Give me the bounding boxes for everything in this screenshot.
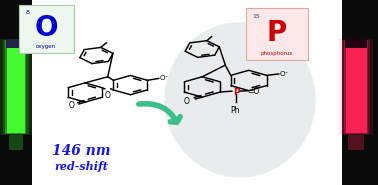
Text: O: O [183,97,189,106]
Bar [345,39,367,48]
Bar [342,40,370,134]
Text: 146 nm: 146 nm [52,144,110,158]
Text: O⁻: O⁻ [280,70,289,77]
Text: red-shift: red-shift [54,161,108,172]
Text: O: O [34,14,58,42]
FancyBboxPatch shape [19,5,74,53]
Ellipse shape [164,22,316,178]
Text: P: P [233,88,240,97]
Bar [0,0,32,185]
Bar [6,39,26,48]
Text: 15: 15 [252,14,260,19]
Text: =O: =O [247,87,259,96]
Bar [348,135,364,150]
Bar [9,135,23,150]
Text: O⁻: O⁻ [160,75,169,81]
Text: Ph: Ph [231,106,240,115]
Text: oxygen: oxygen [36,44,56,49]
Bar [342,0,378,185]
Bar [339,39,373,135]
FancyBboxPatch shape [246,8,308,60]
Bar [346,41,367,133]
Text: O: O [68,101,74,110]
Text: phosphorus: phosphorus [261,51,293,56]
Text: P: P [267,19,287,47]
Bar [0,39,32,135]
Text: 8: 8 [25,10,29,15]
Bar [5,40,26,134]
Bar [7,41,25,133]
Bar [344,40,368,134]
Bar [3,40,29,134]
Text: O: O [105,91,111,100]
